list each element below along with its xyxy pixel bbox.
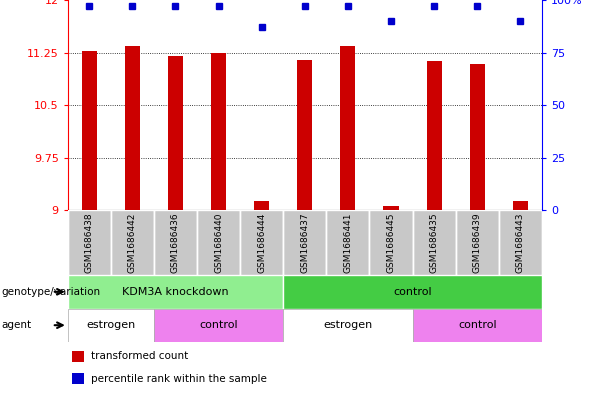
Text: estrogen: estrogen: [323, 320, 372, 330]
Bar: [168, 56, 183, 210]
Bar: [369, 210, 412, 275]
Bar: [68, 309, 154, 342]
Text: transformed count: transformed count: [91, 351, 188, 361]
Text: genotype/variation: genotype/variation: [1, 287, 100, 297]
Bar: [383, 206, 399, 210]
Text: GSM1686439: GSM1686439: [473, 212, 482, 273]
Bar: [513, 201, 528, 210]
Bar: [412, 309, 542, 342]
Bar: [254, 201, 269, 210]
Text: control: control: [458, 320, 497, 330]
Bar: [283, 275, 542, 309]
Text: GSM1686437: GSM1686437: [300, 212, 309, 273]
Bar: [456, 210, 499, 275]
Bar: [154, 210, 197, 275]
Text: GSM1686443: GSM1686443: [516, 213, 525, 273]
Bar: [283, 309, 412, 342]
Text: GSM1686438: GSM1686438: [85, 212, 94, 273]
Text: GSM1686435: GSM1686435: [429, 212, 439, 273]
Bar: [111, 210, 154, 275]
Text: estrogen: estrogen: [86, 320, 135, 330]
Bar: [68, 275, 283, 309]
Text: GSM1686436: GSM1686436: [171, 212, 180, 273]
Bar: [426, 61, 442, 210]
Bar: [211, 53, 226, 210]
Text: GSM1686445: GSM1686445: [386, 213, 396, 273]
Bar: [326, 210, 369, 275]
Text: agent: agent: [1, 320, 31, 330]
Text: GSM1686440: GSM1686440: [214, 213, 223, 273]
Bar: [240, 210, 283, 275]
Bar: [125, 46, 140, 210]
Bar: [340, 46, 355, 210]
Bar: [469, 64, 485, 210]
Bar: [283, 210, 326, 275]
Bar: [82, 51, 97, 210]
Bar: [197, 210, 240, 275]
Bar: [412, 210, 456, 275]
Bar: [154, 309, 283, 342]
Bar: [72, 373, 84, 384]
Text: GSM1686444: GSM1686444: [257, 213, 266, 273]
Bar: [72, 351, 84, 362]
Bar: [68, 210, 111, 275]
Bar: [499, 210, 542, 275]
Text: control: control: [393, 287, 432, 297]
Bar: [297, 60, 312, 210]
Text: KDM3A knockdown: KDM3A knockdown: [122, 287, 229, 297]
Text: percentile rank within the sample: percentile rank within the sample: [91, 374, 267, 384]
Text: control: control: [199, 320, 238, 330]
Text: GSM1686441: GSM1686441: [343, 213, 352, 273]
Text: GSM1686442: GSM1686442: [128, 213, 137, 273]
